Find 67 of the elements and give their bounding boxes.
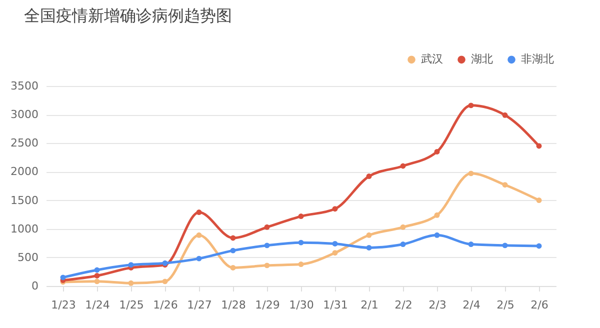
point (366, 232, 372, 238)
point (502, 182, 508, 188)
y-tick-label: 2000 (10, 165, 38, 178)
point (400, 163, 406, 169)
point (536, 143, 542, 149)
point (332, 206, 338, 212)
x-tick-label: 1/25 (119, 298, 144, 312)
point (502, 242, 508, 248)
x-tick-label: 2/6 (530, 298, 548, 312)
point (196, 232, 202, 238)
y-tick-label: 1000 (10, 222, 38, 236)
x-tick-label: 1/28 (221, 298, 246, 312)
legend-label: 武汉 (421, 52, 443, 66)
point (94, 267, 100, 273)
x-tick-label: 2/4 (462, 298, 480, 312)
x-tick-label: 2/3 (428, 298, 446, 312)
x-tick-label: 2/2 (394, 298, 412, 312)
point (468, 242, 474, 248)
x-tick-label: 1/31 (323, 298, 348, 312)
point (434, 212, 440, 218)
point (332, 240, 338, 246)
point (332, 250, 338, 256)
point (298, 262, 304, 268)
y-tick-label: 3000 (10, 108, 38, 122)
point (264, 224, 270, 230)
point (400, 242, 406, 248)
point (468, 170, 474, 176)
point (94, 272, 100, 278)
legend-label: 非湖北 (521, 52, 554, 66)
point (230, 264, 236, 270)
point (264, 242, 270, 248)
point (298, 240, 304, 246)
point (536, 243, 542, 249)
point (502, 112, 508, 118)
x-tick-label: 1/23 (51, 298, 76, 312)
point (298, 214, 304, 220)
x-tick-label: 1/27 (187, 298, 212, 312)
point (128, 262, 134, 268)
y-tick-label: 1500 (10, 194, 38, 207)
x-tick-label: 1/30 (289, 298, 314, 312)
x-tick-label: 1/26 (153, 298, 178, 312)
point (264, 262, 270, 268)
y-tick-label: 2500 (10, 136, 38, 150)
chart-title: 全国疫情新增确诊病例趋势图 (24, 6, 232, 25)
x-tick-label: 2/1 (360, 298, 378, 312)
y-tick-label: 0 (32, 280, 38, 292)
point (162, 278, 168, 284)
point (94, 278, 100, 284)
point (230, 248, 236, 254)
point (434, 148, 440, 154)
point (196, 210, 202, 216)
x-tick-label: 2/5 (496, 298, 514, 312)
point (366, 174, 372, 180)
legend-label: 湖北 (471, 52, 493, 66)
point (468, 102, 474, 108)
point (536, 198, 542, 204)
y-tick-label: 3500 (10, 80, 38, 92)
point (196, 256, 202, 262)
point (434, 232, 440, 238)
point (128, 280, 134, 286)
y-tick-label: 500 (18, 250, 38, 264)
point (400, 224, 406, 230)
x-tick-label: 1/29 (255, 298, 280, 312)
point (230, 235, 236, 241)
point (60, 274, 66, 280)
point (366, 244, 372, 250)
x-tick-label: 1/24 (85, 298, 110, 312)
